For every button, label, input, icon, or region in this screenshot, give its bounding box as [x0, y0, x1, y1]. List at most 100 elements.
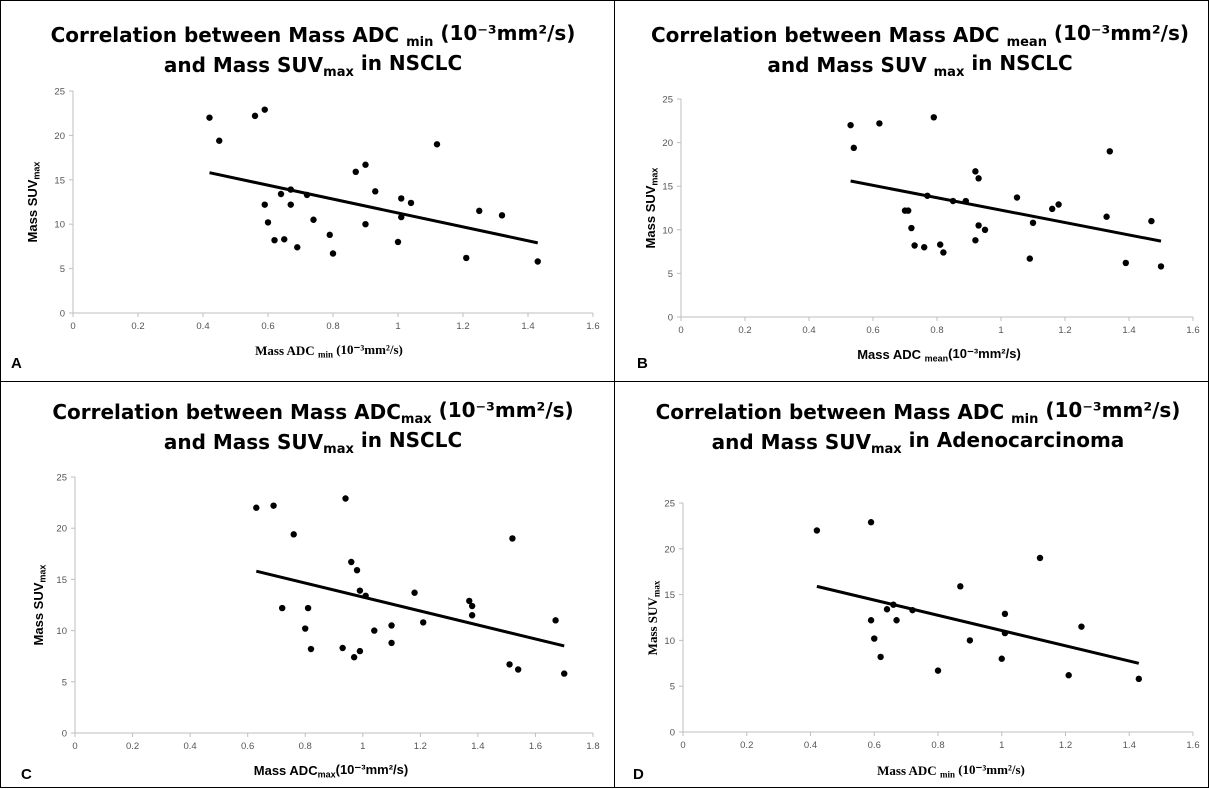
- y-axis-label: Mass SUVmax: [643, 168, 660, 249]
- data-point: [534, 258, 541, 265]
- panel-letter: A: [11, 355, 22, 372]
- data-point: [362, 221, 369, 228]
- x-axis-label: Mass ADC min (10⁻³mm²/s): [877, 762, 1025, 780]
- y-axis-label-part: Mass SUV: [31, 582, 46, 645]
- x-tick-label: 0.2: [126, 741, 139, 752]
- chart-title-part: (10⁻³mm²/s): [433, 21, 575, 45]
- x-axis-label-part: (10⁻³mm²/s): [955, 762, 1025, 777]
- data-point: [1049, 205, 1056, 213]
- data-point: [216, 137, 223, 144]
- x-tick-label: 1.4: [1122, 325, 1135, 336]
- y-tick-label: 25: [56, 473, 67, 484]
- data-point: [552, 617, 559, 624]
- data-point: [304, 604, 312, 612]
- data-point: [1148, 217, 1155, 225]
- data-point: [281, 236, 288, 243]
- data-point: [1013, 194, 1021, 201]
- y-axis-label: Mass SUVmax: [31, 565, 48, 646]
- data-point: [261, 201, 268, 208]
- y-axis-label-part: Mass SUV: [645, 597, 660, 656]
- chart-title-part: (10⁻³mm²/s): [432, 398, 574, 422]
- chart-title-part: max: [323, 442, 354, 457]
- data-point: [264, 219, 272, 226]
- chart-title-part: Correlation between Mass ADC: [651, 23, 1007, 47]
- data-point: [420, 619, 427, 626]
- chart-panel-a: Correlation between Mass ADC min (10⁻³mm…: [0, 0, 616, 383]
- data-point: [911, 242, 918, 249]
- x-axis-label-part: min: [318, 350, 333, 360]
- data-point: [353, 566, 361, 574]
- chart-title-part: in Adenocarcinoma: [902, 428, 1125, 452]
- data-point: [371, 627, 378, 634]
- x-tick-label: 1.6: [586, 321, 599, 332]
- y-tick-label: 0: [62, 729, 67, 740]
- y-tick-label: 10: [54, 220, 65, 231]
- x-tick-label: 1.6: [529, 741, 542, 752]
- y-tick-label: 25: [662, 95, 673, 106]
- data-point: [290, 531, 297, 538]
- panel-letter: D: [633, 766, 644, 783]
- data-point: [975, 222, 982, 229]
- chart-title-line-1: Correlation between Mass ADC mean (10⁻³m…: [651, 21, 1189, 50]
- x-tick-label: 1: [998, 325, 1003, 336]
- data-point: [966, 637, 974, 644]
- chart-title-line-2: and Mass SUVmax in NSCLC: [164, 51, 462, 80]
- data-point: [326, 231, 333, 239]
- data-point: [921, 244, 928, 251]
- data-point: [468, 602, 476, 610]
- x-tick-label: 0.4: [196, 321, 209, 332]
- x-tick-label: 0.4: [802, 325, 815, 336]
- data-point: [877, 653, 884, 661]
- y-tick-label: 0: [668, 313, 673, 324]
- data-point: [407, 199, 415, 207]
- data-point: [813, 527, 821, 534]
- y-axis-label: Mass SUVmax: [25, 162, 42, 243]
- y-axis-label-part: Mass SUV: [25, 179, 40, 242]
- data-point: [329, 250, 337, 257]
- data-point: [433, 141, 441, 148]
- trend-line: [850, 179, 1162, 243]
- chart-title-part: Correlation between Mass ADC: [51, 23, 407, 47]
- data-point: [930, 114, 937, 121]
- chart-title-line-1: Correlation between Mass ADC min (10⁻³mm…: [656, 398, 1181, 427]
- data-point: [871, 635, 878, 642]
- trend-line: [209, 171, 539, 245]
- data-point: [279, 604, 286, 612]
- y-axis-label-part: max: [32, 162, 42, 180]
- data-point: [206, 114, 213, 121]
- x-tick-label: 0.2: [738, 325, 751, 336]
- data-point: [362, 161, 369, 168]
- data-point: [561, 670, 568, 677]
- data-point: [348, 558, 355, 566]
- chart-title-line-2: and Mass SUVmax in Adenocarcinoma: [712, 428, 1125, 457]
- y-tick-label: 10: [664, 636, 675, 647]
- chart-title-part: and Mass SUV: [712, 430, 872, 454]
- x-tick-label: 0.8: [931, 740, 944, 751]
- y-tick-label: 20: [54, 131, 65, 142]
- y-tick-label: 5: [670, 682, 675, 693]
- data-point: [287, 201, 294, 208]
- x-tick-label: 1: [999, 740, 1004, 751]
- x-tick-label: 1.2: [1059, 740, 1072, 751]
- chart-title-part: max: [401, 412, 432, 427]
- data-point: [867, 519, 875, 526]
- x-tick-label: 1.2: [1058, 325, 1071, 336]
- data-point: [975, 175, 982, 182]
- y-tick-label: 20: [662, 138, 673, 149]
- chart-title-part: Correlation between Mass ADC: [656, 400, 1012, 424]
- data-point: [1103, 213, 1110, 220]
- scatter-chart: Correlation between Mass ADC mean (10⁻³m…: [637, 21, 1200, 372]
- data-point: [847, 121, 854, 129]
- x-tick-label: 1: [360, 741, 365, 752]
- y-tick-label: 15: [664, 590, 675, 601]
- trend-line: [816, 584, 1140, 665]
- chart-title-part: max: [871, 442, 902, 457]
- chart-title-part: and Mass SUV: [164, 430, 324, 454]
- data-point: [352, 168, 359, 176]
- chart-panel-d: Correlation between Mass ADC min (10⁻³mm…: [614, 381, 1209, 788]
- x-tick-label: 1.4: [471, 741, 484, 752]
- data-point: [506, 661, 513, 668]
- scatter-chart: Correlation between Mass ADCmax (10⁻³mm²…: [21, 398, 600, 783]
- chart-title-line-2: and Mass SUVmax in NSCLC: [164, 428, 462, 457]
